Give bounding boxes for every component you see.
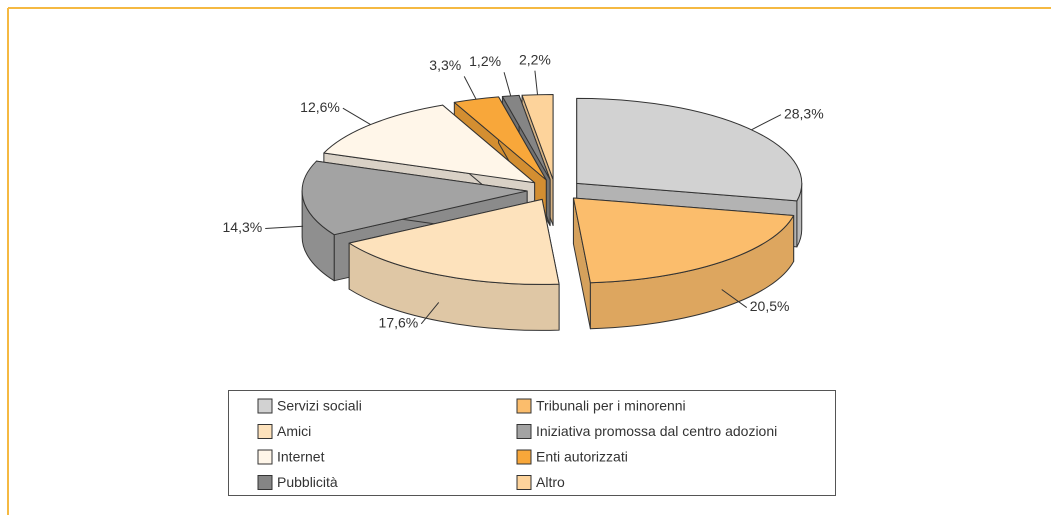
slice-top xyxy=(323,104,536,184)
data-label: 17,6% xyxy=(379,315,419,331)
legend-swatch xyxy=(516,475,532,490)
legend-swatch xyxy=(516,424,532,439)
leader-line xyxy=(463,76,477,100)
leader-line xyxy=(503,72,512,97)
slice-top xyxy=(301,160,528,236)
slice-top xyxy=(576,97,803,202)
legend-label: Tribunali per i minorenni xyxy=(536,398,686,414)
legend-swatch xyxy=(257,449,273,465)
slice xyxy=(572,197,795,330)
leader-line xyxy=(265,225,304,229)
legend-label: Servizi sociali xyxy=(277,398,362,414)
leader-line xyxy=(721,289,748,308)
legend-label: Amici xyxy=(277,423,311,439)
legend-swatch xyxy=(516,449,532,465)
slice-top xyxy=(572,197,795,284)
legend-label: Internet xyxy=(277,449,325,465)
data-label: 3,3% xyxy=(429,57,461,73)
legend-label: Pubblicità xyxy=(277,474,338,490)
slice-top xyxy=(348,198,560,285)
data-label: 12,6% xyxy=(300,99,340,115)
legend-label: Enti autorizzati xyxy=(536,449,628,465)
data-label: 2,2% xyxy=(519,51,551,67)
data-label: 20,5% xyxy=(750,298,790,314)
slice xyxy=(348,198,560,331)
legend-box xyxy=(228,390,836,496)
leader-line xyxy=(420,302,440,325)
leader-line xyxy=(751,114,782,131)
data-label: 14,3% xyxy=(223,219,263,235)
leader-line xyxy=(534,70,539,95)
legend-swatch xyxy=(257,475,273,490)
data-label: 1,2% xyxy=(469,53,501,69)
data-label: 28,3% xyxy=(784,105,824,121)
legend-label: Altro xyxy=(536,474,565,490)
legend-swatch xyxy=(257,424,273,439)
slice-top xyxy=(501,94,551,181)
legend-swatch xyxy=(257,398,273,414)
leader-line xyxy=(342,107,371,126)
legend-label: Iniziativa promossa dal centro adozioni xyxy=(536,423,777,439)
legend-swatch xyxy=(516,398,532,414)
